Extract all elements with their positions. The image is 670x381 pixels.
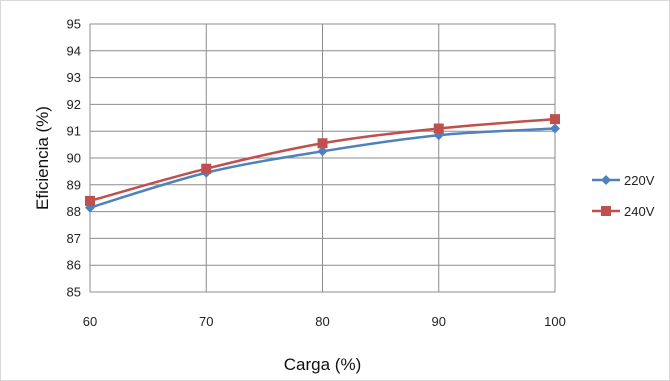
y-tick-label: 95 [67,17,81,32]
x-tick-label: 90 [432,314,446,329]
series-lines [85,114,560,213]
y-tick-label: 88 [67,204,81,219]
y-tick-label: 94 [67,43,81,58]
legend-label-220v: 220V [624,173,655,188]
legend-marker-220v [601,175,611,185]
data-point-240v [201,163,212,174]
data-point-240v [317,138,328,149]
plot-border [89,23,556,293]
y-tick-label: 85 [67,285,81,300]
data-point-220v [317,146,328,157]
legend-label-240v: 240V [624,204,655,219]
data-point-240v [550,114,560,125]
x-tick-label: 70 [199,314,213,329]
y-tick-label: 92 [67,97,81,112]
data-point-220v [550,123,560,134]
y-tick-label: 93 [67,70,81,85]
y-tick-label: 91 [67,124,81,139]
data-point-240v [433,123,444,134]
data-point-240v [85,195,95,206]
legend: 220V 240V [592,173,655,219]
x-axis-ticks: 60 70 80 90 100 [83,314,566,329]
legend-marker-240v [601,206,611,216]
y-axis-label: Eficiencia (%) [33,106,52,210]
x-axis-label: Carga (%) [284,355,361,374]
y-tick-label: 89 [67,177,81,192]
y-tick-label: 86 [67,258,81,273]
y-tick-label: 87 [67,231,81,246]
x-tick-label: 80 [315,314,329,329]
x-tick-label: 60 [83,314,97,329]
x-tick-label: 100 [544,314,566,329]
y-tick-label: 90 [67,151,81,166]
y-axis-ticks: 85 86 87 88 89 90 91 92 93 94 95 [67,17,81,300]
